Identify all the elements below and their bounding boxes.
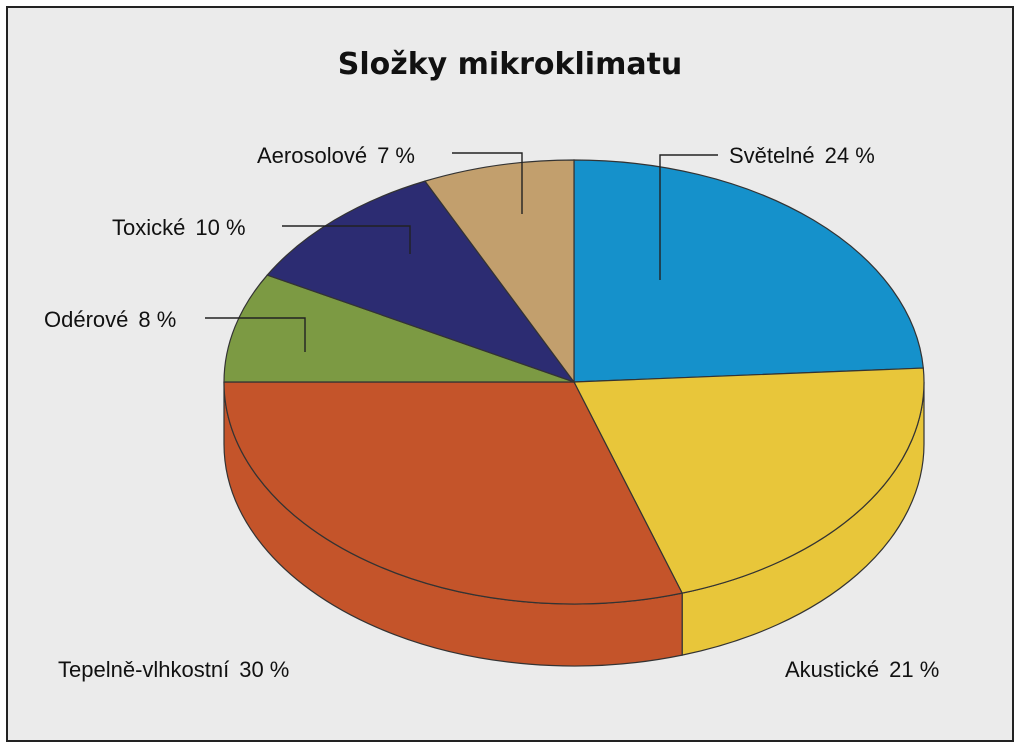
slice-akusticke — [573, 367, 925, 594]
slice-toxicke — [266, 180, 576, 384]
slice-tepelne-vlhkostni — [223, 381, 684, 605]
leader-line-oderove — [205, 317, 306, 352]
slice-label-oderove: Odérové 8 % — [44, 307, 176, 332]
slice-svetelne — [573, 159, 924, 383]
slice-label-akusticke: Akustické 21 % — [785, 657, 939, 682]
slice-oderove — [223, 274, 575, 383]
slice-label-aerosolove: Aerosolové 7 % — [257, 143, 415, 168]
slice-label-svetelne: Světelné 24 % — [729, 143, 875, 168]
leader-line-aerosolove — [452, 152, 523, 214]
slice-aerosolove — [423, 159, 575, 384]
leader-line-toxicke — [282, 225, 411, 254]
chart-title: Složky mikroklimatu — [338, 47, 683, 82]
slice-label-toxicke: Toxické 10 % — [112, 215, 246, 240]
slice-label-tepelne-vlhkostni: Tepelně-vlhkostní 30 % — [58, 657, 289, 682]
leader-line-svetelne — [659, 154, 718, 280]
